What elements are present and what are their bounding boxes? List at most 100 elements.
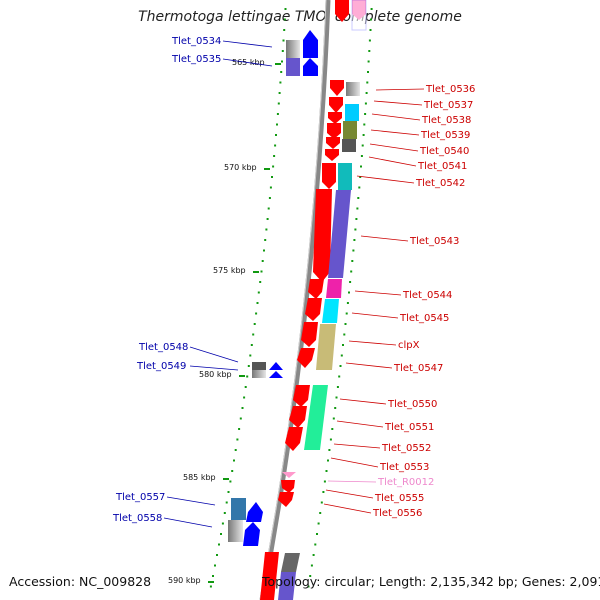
scale-dot xyxy=(367,60,370,63)
gene-label-tlet-0555[interactable]: Tlet_0555 xyxy=(374,493,424,504)
scale-dot xyxy=(276,123,278,126)
gene-pair-box[interactable] xyxy=(345,104,359,121)
gene-arrow-tlet-0543[interactable] xyxy=(313,189,332,282)
gene-arrow-tlet-0535[interactable] xyxy=(303,58,318,76)
gene-pair-box[interactable] xyxy=(351,0,367,31)
gene-arrow-tlet-0551[interactable] xyxy=(289,406,307,428)
gene-label-tlet-0549[interactable]: Tlet_0549 xyxy=(136,361,186,372)
gene-label-tlet-0545[interactable]: Tlet_0545 xyxy=(399,313,449,324)
scale-dot xyxy=(366,81,369,84)
scale-dot xyxy=(276,113,279,115)
scale-track-right xyxy=(307,8,373,588)
gene-arrow-tlet-0541[interactable] xyxy=(325,149,339,161)
gene-label-tlet-r0012[interactable]: Tlet_R0012 xyxy=(377,477,434,488)
gene-label-tlet-0553[interactable]: Tlet_0553 xyxy=(379,462,429,473)
gene-pair-box-tlet-0548[interactable] xyxy=(252,362,266,370)
gene-arrow[interactable] xyxy=(335,0,349,22)
gene-arrow-tlet-0558[interactable] xyxy=(243,522,260,546)
gene-label-tlet-0550[interactable]: Tlet_0550 xyxy=(387,399,437,410)
scale-dot xyxy=(218,543,220,546)
gene-pair-box-tlet-0549[interactable] xyxy=(252,370,266,378)
gene-label-tlet-0540[interactable]: Tlet_0540 xyxy=(419,146,469,157)
gene-arrow[interactable] xyxy=(260,552,279,600)
scale-dot xyxy=(220,533,222,535)
scale-dot xyxy=(349,281,352,283)
scale-dot xyxy=(283,29,286,31)
gene-arrow-tlet-0548[interactable] xyxy=(269,362,283,370)
gene-pair-box-tlet-0535[interactable] xyxy=(286,58,300,76)
gene-label-tlet-0541[interactable]: Tlet_0541 xyxy=(417,161,467,172)
gene-arrow-tlet-0538[interactable] xyxy=(328,112,342,124)
gene-arrow-tlet-0557[interactable] xyxy=(246,502,263,522)
gene-pair-box[interactable] xyxy=(304,385,328,450)
scale-dot xyxy=(250,344,253,346)
gene-pair-box[interactable] xyxy=(326,279,342,298)
gene-pair-box-tlet-0557[interactable] xyxy=(231,498,246,520)
scale-dot xyxy=(265,228,268,231)
gene-pair-box[interactable] xyxy=(338,163,352,190)
gene-pair-box-tlet-0558[interactable] xyxy=(228,520,243,542)
gene-pair-box[interactable] xyxy=(281,553,300,572)
rna-arrow-tlet-r0012[interactable] xyxy=(282,472,296,478)
scale-dot xyxy=(328,449,331,451)
gene-pair-box[interactable] xyxy=(342,139,356,152)
scale-dot xyxy=(358,186,361,189)
scale-dot xyxy=(256,302,259,304)
gene-label-tlet-0558[interactable]: Tlet_0558 xyxy=(112,513,162,524)
gene-arrow-tlet-0542[interactable] xyxy=(322,163,336,189)
gene-label-tlet-0538[interactable]: Tlet_0538 xyxy=(421,115,471,126)
gene-arrow-tlet-0547[interactable] xyxy=(297,348,315,368)
gene-pair-box[interactable] xyxy=(278,572,296,600)
gene-arrow-tlet-0536[interactable] xyxy=(330,80,344,96)
gene-label-tlet-0542[interactable]: Tlet_0542 xyxy=(415,178,465,189)
gene-arrow-tlet-0556[interactable] xyxy=(278,492,294,507)
gene-arrow-tlet-0552[interactable] xyxy=(285,427,303,451)
scale-dot xyxy=(342,344,344,346)
gene-arrow-tlet-0537[interactable] xyxy=(329,97,343,113)
scale-dot xyxy=(361,144,364,147)
gene-label-tlet-0537[interactable]: Tlet_0537 xyxy=(423,100,473,111)
gene-arrow-tlet-0555[interactable] xyxy=(281,480,295,493)
scale-dot xyxy=(369,29,372,31)
gene-arrow-tlet-0539[interactable] xyxy=(327,123,341,139)
gene-arrow-tlet-0545[interactable] xyxy=(305,298,322,321)
gene-pair-box[interactable] xyxy=(343,121,357,139)
gene-label-tlet-0548[interactable]: Tlet_0548 xyxy=(138,342,188,353)
scale-dot xyxy=(253,323,256,325)
gene-label-tlet-0534[interactable]: Tlet_0534 xyxy=(171,36,221,47)
gene-arrow-tlet-0534[interactable] xyxy=(303,30,318,58)
gene-label-tlet-0551[interactable]: Tlet_0551 xyxy=(384,422,434,433)
scale-dot xyxy=(246,375,249,378)
scale-dot xyxy=(348,291,350,294)
gene-label-tlet-0556[interactable]: Tlet_0556 xyxy=(372,508,422,519)
scale-dot xyxy=(266,218,269,220)
gene-arrow-tlet-0550[interactable] xyxy=(293,385,310,407)
scale-dot xyxy=(353,239,356,241)
gene-label-tlet-0536[interactable]: Tlet_0536 xyxy=(425,84,475,95)
scale-dot xyxy=(212,575,214,577)
gene-pair-box[interactable] xyxy=(346,82,360,96)
scale-dot xyxy=(284,8,287,10)
gene-pair-box-tlet-0534[interactable] xyxy=(286,40,300,58)
gene-label-tlet-0557[interactable]: Tlet_0557 xyxy=(115,492,165,503)
leader-line xyxy=(336,420,384,428)
gene-label-tlet-0535[interactable]: Tlet_0535 xyxy=(171,54,221,65)
gene-pair-box[interactable] xyxy=(328,190,351,278)
gene-label-tlet-0539[interactable]: Tlet_0539 xyxy=(420,130,470,141)
leader-line xyxy=(330,457,379,468)
gene-label-tlet-0552[interactable]: Tlet_0552 xyxy=(381,443,431,454)
gene-label-tlet-0547[interactable]: Tlet_0547 xyxy=(393,363,443,374)
reverse-strand-genes xyxy=(228,30,318,546)
gene-arrow-clpx[interactable] xyxy=(301,322,318,347)
gene-label-tlet-0543[interactable]: Tlet_0543 xyxy=(409,236,459,247)
gene-arrow-tlet-0549[interactable] xyxy=(269,371,283,378)
leader-line xyxy=(371,113,421,121)
gene-label-tlet-0544[interactable]: Tlet_0544 xyxy=(402,290,452,301)
scale-dot xyxy=(325,470,328,472)
gene-arrow-tlet-0544[interactable] xyxy=(308,279,324,299)
gene-label-clpx[interactable]: clpX xyxy=(398,340,420,351)
gene-pair-box[interactable] xyxy=(322,299,339,323)
gene-arrow-tlet-0540[interactable] xyxy=(326,137,340,149)
gene-pair-box[interactable] xyxy=(316,324,336,370)
